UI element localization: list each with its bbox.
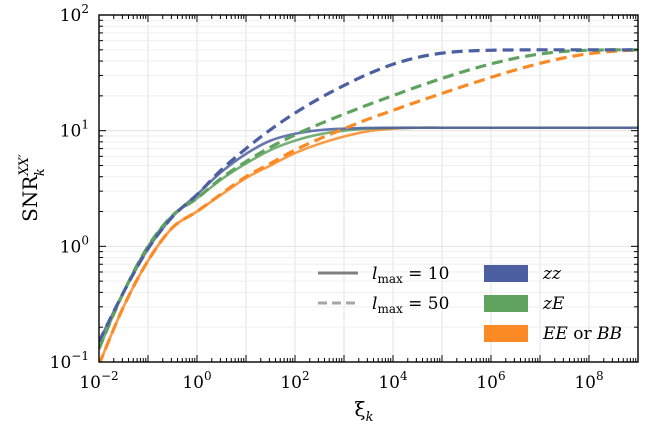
y-tick-label-exp: 0 — [81, 233, 89, 247]
y-tick-label-exp: 1 — [81, 118, 89, 132]
legend-label-EE-mid: or — [568, 324, 597, 344]
x-tick-label: 108 — [574, 369, 603, 393]
y-tick-label-exp: −1 — [71, 349, 89, 363]
x-tick-label: 100 — [182, 369, 211, 393]
y-axis-title-main: SNR — [18, 175, 42, 222]
legend-label-lmax10-rest: = 10 — [403, 264, 450, 284]
series-ze-solid — [99, 126, 638, 350]
legend-label-EE: EE or BB — [542, 324, 622, 344]
legend: lmax = 10 lmax = 50 zz zE EE or BB — [318, 264, 622, 344]
legend-label-EE-a: EE — [542, 324, 568, 344]
y-axis-title-sub: k — [33, 168, 48, 176]
legend-label-zz: zz — [542, 264, 562, 284]
x-tick-label-base: 10 — [574, 373, 596, 393]
legend-label-lmax50-sub: max — [377, 302, 403, 316]
x-tick-label-base: 10 — [182, 373, 204, 393]
x-tick-label: 10−2 — [79, 369, 118, 393]
legend-label-lmax50-rest: = 50 — [403, 294, 450, 314]
series-ze-dashed — [99, 48, 638, 350]
x-axis-title: ξk — [355, 397, 374, 425]
x-axis-title-main: ξ — [355, 397, 366, 421]
x-tick-label-base: 10 — [476, 373, 498, 393]
legend-label-lmax50-var: l — [372, 294, 377, 314]
x-tick-label-exp: 6 — [498, 369, 506, 383]
legend-label-lmax10: lmax = 10 — [372, 264, 449, 286]
x-tick-label-base: 10 — [378, 373, 400, 393]
y-tick-label-exp: 2 — [81, 2, 89, 16]
y-tick-label-base: 10 — [60, 122, 82, 142]
series-ee-dashed — [99, 48, 638, 362]
y-axis-title-sup: XX′ — [17, 154, 32, 177]
x-tick-label-exp: 2 — [302, 369, 310, 383]
y-tick-label: 101 — [60, 118, 89, 142]
y-tick-label-base: 10 — [60, 6, 82, 26]
y-tick-label: 102 — [60, 2, 89, 26]
legend-label-lmax10-var: l — [372, 264, 377, 284]
legend-swatch-zz — [484, 265, 528, 282]
x-tick-label-base: 10 — [79, 373, 101, 393]
y-tick-label-base: 10 — [60, 237, 82, 257]
x-tick-label-base: 10 — [280, 373, 302, 393]
y-axis-title: SNRXX′k — [17, 154, 48, 222]
x-tick-label-exp: 0 — [204, 369, 212, 383]
x-tick-label-exp: 8 — [596, 369, 604, 383]
series-lines — [99, 48, 638, 362]
legend-label-EE-b: BB — [596, 324, 622, 344]
legend-label-zE: zE — [542, 294, 565, 314]
legend-swatch-EE — [484, 325, 528, 342]
x-tick-label: 102 — [280, 369, 309, 393]
legend-swatch-zE — [484, 295, 528, 312]
series-zz-dashed — [99, 48, 638, 343]
x-tick-label: 106 — [476, 369, 505, 393]
series-zz-solid — [99, 126, 638, 343]
y-tick-label: 100 — [60, 233, 89, 257]
x-axis-title-sub: k — [366, 410, 374, 425]
y-tick-label: 10−1 — [50, 349, 89, 373]
plot-frame — [98, 14, 639, 363]
x-tick-label: 104 — [378, 369, 408, 393]
y-tick-label-base: 10 — [50, 353, 72, 373]
x-tick-label-exp: −2 — [101, 369, 119, 383]
legend-label-lmax50: lmax = 50 — [372, 294, 449, 316]
x-tick-label-exp: 4 — [400, 369, 408, 383]
legend-label-lmax10-sub: max — [377, 272, 403, 286]
